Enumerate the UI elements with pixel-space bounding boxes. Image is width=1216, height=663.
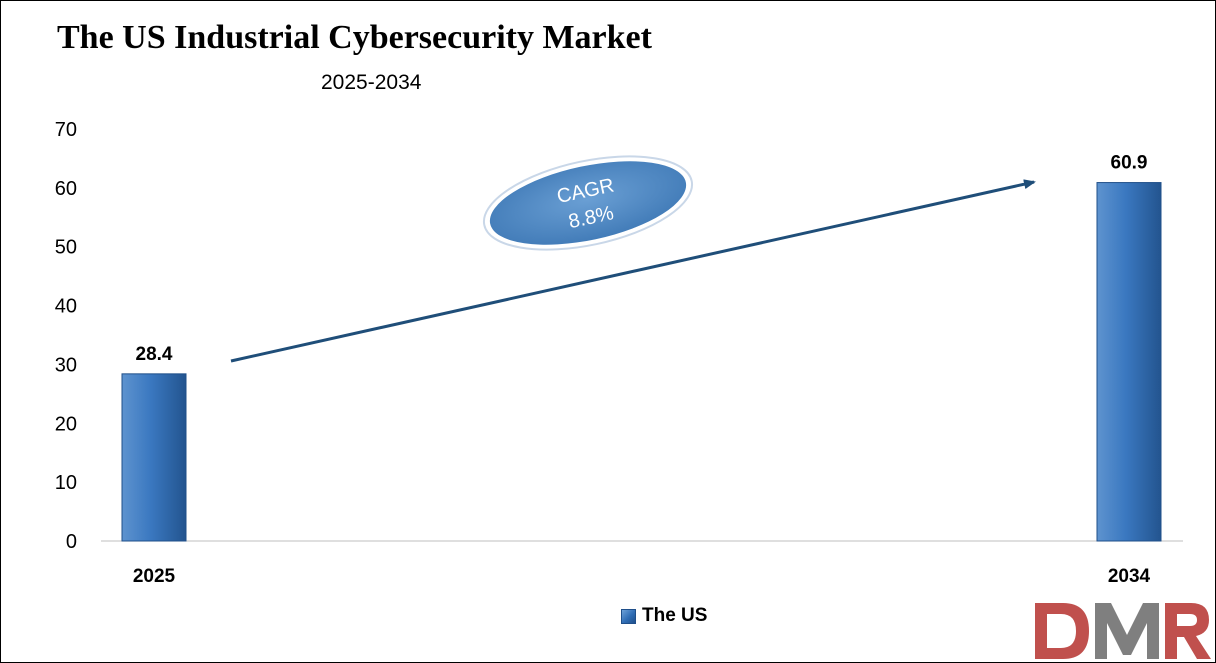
y-tick-label: 40 — [55, 296, 77, 318]
data-label-2025: 28.4 — [136, 344, 173, 365]
legend-label: The US — [642, 605, 708, 626]
growth-arrow — [230, 179, 1036, 363]
y-tick-label: 10 — [55, 472, 77, 494]
y-tick-label: 30 — [55, 354, 77, 376]
y-tick-label: 0 — [66, 531, 77, 553]
y-tick-label: 60 — [55, 178, 77, 200]
x-tick-label-2034: 2034 — [1108, 566, 1151, 587]
chart-legend: The US — [621, 605, 707, 627]
y-tick-label: 20 — [55, 413, 77, 435]
bar-2034 — [1096, 182, 1162, 542]
chart-subtitle: 2025-2034 — [321, 71, 422, 94]
legend-swatch — [621, 608, 636, 624]
bar-2025 — [121, 373, 187, 542]
y-tick-label: 50 — [55, 237, 77, 259]
cagr-badge: CAGR 8.8% — [482, 155, 694, 251]
chart-title: The US Industrial Cybersecurity Market — [57, 19, 652, 56]
y-tick-label: 70 — [55, 119, 77, 141]
dmr-logo — [1035, 603, 1211, 659]
data-label-2034: 60.9 — [1111, 153, 1148, 174]
x-tick-label-2025: 2025 — [133, 566, 176, 587]
